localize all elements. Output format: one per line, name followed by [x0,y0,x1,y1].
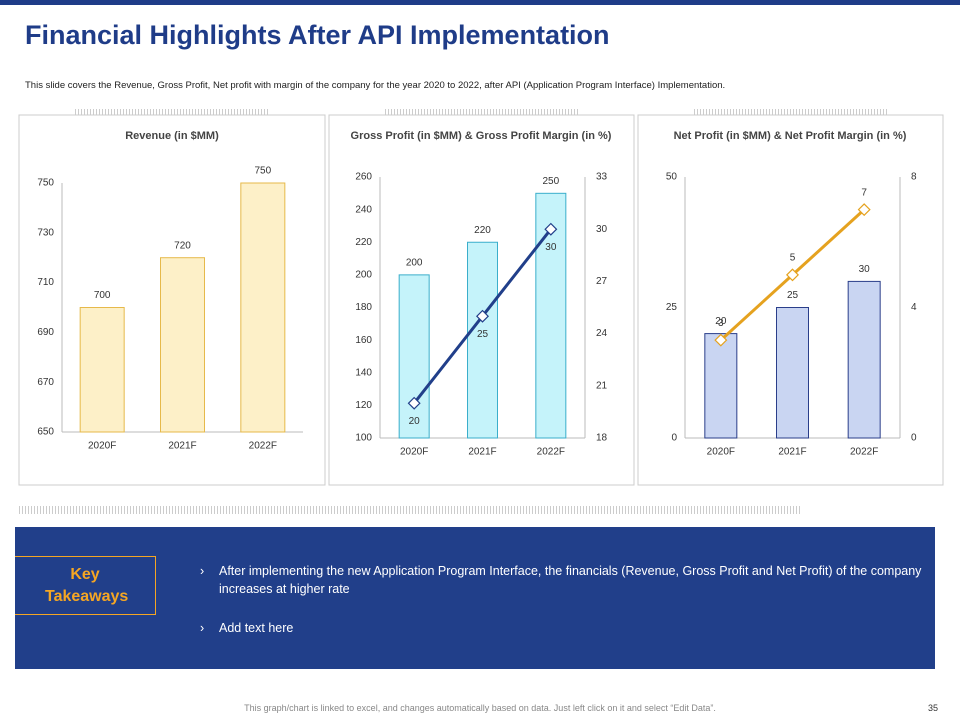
y2-tick-label: 24 [596,328,608,339]
x-tick-label: 2022F [850,447,878,458]
top-band [0,0,960,5]
x-tick-label: 2021F [168,441,196,452]
y-tick-label: 650 [37,427,54,438]
y-tick-label: 180 [355,302,372,313]
marker [714,333,728,347]
data-label: 20 [409,416,421,427]
data-label: 700 [94,290,111,301]
marker [475,309,490,323]
y2-tick-label: 27 [596,276,608,287]
bullet: After implementing the new Application P… [200,562,939,598]
chart-title: Revenue (in $MM) [125,130,219,142]
x-tick-label: 2021F [778,447,806,458]
x-tick-label: 2020F [88,441,116,452]
data-label: 25 [477,329,489,340]
chart-title: Gross Profit (in $MM) & Gross Profit Mar… [351,130,612,142]
bar [79,307,125,433]
y-tick-label: 100 [355,433,372,444]
data-label: 200 [406,258,423,269]
y2-tick-label: 33 [596,172,608,183]
data-label: 30 [859,264,871,275]
chart-title: Net Profit (in $MM) & Net Profit Margin … [674,130,907,142]
marker [785,268,800,282]
marker [407,396,421,410]
footer: This graph/chart is linked to excel, and… [244,703,716,713]
y-tick-label: 260 [355,172,372,183]
y-tick-label: 25 [666,302,678,313]
data-label: 30 [545,242,557,253]
y2-tick-label: 4 [911,302,917,313]
data-label: 3 [718,318,724,329]
y-tick-label: 240 [355,204,372,215]
subtitle: This slide covers the Revenue, Gross Pro… [25,80,726,91]
data-label: 250 [542,176,559,187]
bar [467,241,498,439]
x-tick-label: 2020F [400,447,428,458]
bar [704,333,738,439]
y2-tick-label: 30 [596,224,608,235]
y-tick-label: 120 [355,400,372,411]
x-tick-label: 2022F [537,447,565,458]
x-tick-label: 2021F [468,447,496,458]
data-label: 20 [715,316,727,327]
bar [847,280,881,439]
marker [857,203,871,217]
bar [160,257,205,433]
y2-tick-label: 8 [911,172,917,183]
page-number: 35 [928,703,939,713]
takeaways-heading: Key Takeaways [15,556,156,615]
data-label: 220 [474,225,491,236]
y-tick-label: 140 [355,367,372,378]
y2-tick-label: 21 [596,380,608,391]
data-label: 750 [254,166,271,177]
takeaways-box [15,527,935,669]
data-label: 720 [174,240,191,251]
x-tick-label: 2020F [707,447,735,458]
bar [240,182,286,433]
marker [544,222,558,236]
y-tick-label: 750 [37,178,54,189]
y-tick-label: 710 [37,277,54,288]
y-tick-label: 200 [355,270,372,281]
heading-text: Key Takeaways [45,565,129,605]
bar [776,307,809,439]
y-tick-label: 730 [37,227,54,238]
data-label: 5 [790,253,796,264]
bar [398,274,430,439]
y-tick-label: 220 [355,237,372,248]
bullet: Add text here [200,619,939,637]
y-tick-label: 670 [37,377,54,388]
x-tick-label: 2022F [249,441,277,452]
y-tick-label: 50 [666,172,678,183]
y2-tick-label: 0 [911,433,917,444]
data-label: 7 [861,187,867,198]
title: Financial Highlights After API Implement… [25,20,610,50]
y-tick-label: 690 [37,327,54,338]
data-label: 25 [787,290,799,301]
y-tick-label: 0 [671,433,677,444]
y-tick-label: 160 [355,335,372,346]
y2-tick-label: 18 [596,433,608,444]
